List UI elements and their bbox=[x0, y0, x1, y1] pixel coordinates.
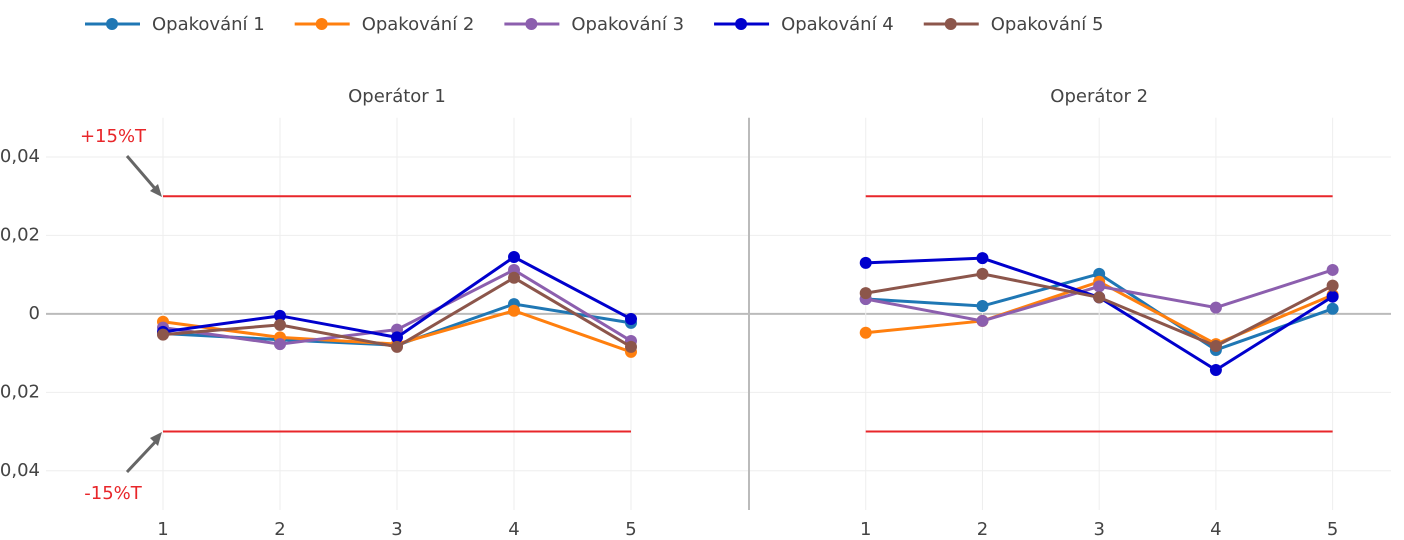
x-tick-label: 2 bbox=[274, 519, 285, 540]
annotation-arrowhead bbox=[150, 184, 162, 197]
data-point bbox=[274, 318, 286, 331]
data-point bbox=[976, 267, 989, 280]
data-point bbox=[859, 326, 872, 339]
panel-title: Operátor 2 bbox=[1050, 86, 1148, 107]
y-tick-label: −0,04 bbox=[0, 460, 40, 481]
data-point bbox=[976, 252, 989, 265]
data-point bbox=[625, 312, 637, 325]
legend-label: Opakování 4 bbox=[781, 14, 894, 35]
data-point bbox=[274, 338, 286, 351]
data-point bbox=[1326, 279, 1339, 292]
x-tick-label: 1 bbox=[860, 519, 871, 540]
legend-marker bbox=[315, 18, 328, 30]
y-tick-label: 0,02 bbox=[0, 224, 40, 245]
x-tick-label: 3 bbox=[1093, 519, 1104, 540]
data-point bbox=[1209, 301, 1222, 314]
data-point bbox=[1093, 291, 1106, 304]
legend-marker bbox=[525, 18, 538, 30]
data-point bbox=[1093, 280, 1106, 293]
data-point bbox=[391, 331, 403, 344]
x-tick-label: 3 bbox=[391, 519, 402, 540]
data-point bbox=[157, 328, 169, 341]
data-point bbox=[1209, 340, 1222, 353]
data-point bbox=[391, 340, 403, 353]
data-point bbox=[859, 256, 872, 269]
data-point bbox=[1326, 263, 1339, 276]
data-point bbox=[976, 314, 989, 327]
legend-label: Opakování 3 bbox=[571, 14, 684, 35]
y-tick-label: 0 bbox=[29, 303, 40, 324]
data-point bbox=[1326, 302, 1339, 315]
data-point bbox=[859, 287, 872, 300]
x-tick-label: 5 bbox=[1327, 519, 1338, 540]
data-point bbox=[274, 309, 286, 322]
annotation-arrow bbox=[125, 155, 160, 193]
annotation-arrowhead bbox=[150, 432, 162, 446]
legend-label: Opakování 5 bbox=[991, 14, 1104, 35]
data-point bbox=[508, 250, 520, 263]
legend-label: Opakování 1 bbox=[152, 14, 265, 35]
legend-label: Opakování 2 bbox=[362, 14, 475, 35]
data-point bbox=[625, 340, 637, 353]
y-tick-label: −0,02 bbox=[0, 381, 40, 402]
x-tick-label: 2 bbox=[977, 519, 988, 540]
limit-annotation: -15%T bbox=[84, 483, 143, 504]
panel-title: Operátor 1 bbox=[348, 86, 446, 107]
data-point bbox=[1326, 290, 1339, 303]
data-point bbox=[976, 300, 989, 313]
x-tick-label: 4 bbox=[1210, 519, 1221, 540]
data-point bbox=[1209, 363, 1222, 376]
annotation-arrow bbox=[125, 437, 160, 474]
x-tick-label: 1 bbox=[157, 519, 168, 540]
data-point bbox=[508, 304, 520, 317]
x-tick-label: 5 bbox=[625, 519, 636, 540]
x-tick-label: 4 bbox=[508, 519, 519, 540]
data-point bbox=[508, 271, 520, 284]
plot: Opakování 1 Opakování 2 Opakování 3 Opaková… bbox=[0, 14, 1391, 540]
legend-marker bbox=[106, 18, 118, 30]
legend-marker bbox=[735, 18, 748, 30]
legend-marker bbox=[944, 18, 957, 30]
y-tick-label: 0,04 bbox=[0, 146, 40, 167]
limit-annotation: +15%T bbox=[80, 126, 147, 147]
